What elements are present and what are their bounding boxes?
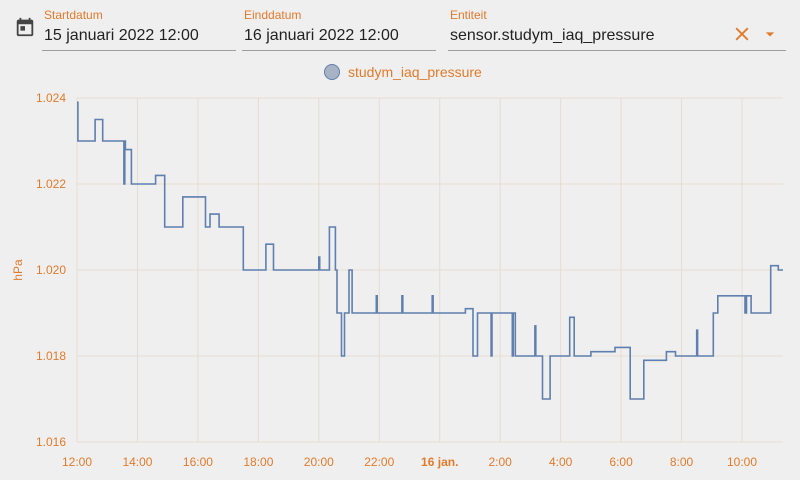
x-tick-label: 12:00 (62, 455, 92, 469)
entity-value[interactable]: sensor.studym_iaq_pressure (450, 27, 655, 44)
entity-label: Entiteit (450, 8, 487, 22)
x-tick-label: 16:00 (183, 455, 213, 469)
x-tick-label: 4:00 (549, 455, 573, 469)
end-date-label: Einddatum (244, 8, 302, 22)
start-date-value[interactable]: 15 januari 2022 12:00 (44, 27, 199, 44)
x-tick-label: 2:00 (489, 455, 513, 469)
history-filter-bar: Startdatum 15 januari 2022 12:00 Einddat… (0, 0, 800, 56)
x-tick-label: 10:00 (727, 455, 757, 469)
chart-series (77, 101, 783, 400)
x-tick-label: 16 jan. (421, 455, 458, 469)
legend-series-name: studym_iaq_pressure (348, 64, 482, 80)
end-date-value[interactable]: 16 januari 2022 12:00 (244, 27, 399, 44)
y-tick-label: 1.020 (36, 263, 66, 277)
close-icon[interactable] (732, 24, 752, 44)
x-axis-ticks: 12:00 14:00 16:00 18:00 20:00 22:00 16 jan. 2:0… (62, 455, 757, 469)
y-tick-label: 1.016 (36, 435, 66, 449)
entity-picker[interactable]: Entiteit sensor.studym_iaq_pressure (448, 6, 786, 51)
y-tick-label: 1.022 (36, 177, 66, 191)
start-date-field[interactable]: Startdatum 15 januari 2022 12:00 (42, 6, 236, 51)
y-tick-label: 1.024 (36, 91, 66, 105)
legend-swatch (324, 64, 340, 80)
end-date-field[interactable]: Einddatum 16 januari 2022 12:00 (242, 6, 436, 51)
x-tick-label: 20:00 (304, 455, 334, 469)
y-axis-label: hPa (11, 259, 25, 281)
y-tick-label: 1.018 (36, 349, 66, 363)
x-tick-label: 14:00 (122, 455, 152, 469)
calendar-icon[interactable] (14, 16, 36, 38)
y-axis-ticks: 1.016 1.018 1.020 1.022 1.024 (36, 91, 66, 449)
x-tick-label: 22:00 (364, 455, 394, 469)
legend-item-pressure[interactable]: studym_iaq_pressure (324, 64, 482, 80)
x-tick-label: 8:00 (670, 455, 694, 469)
x-tick-label: 6:00 (609, 455, 633, 469)
chart-legend: studym_iaq_pressure (0, 62, 800, 86)
start-date-label: Startdatum (44, 8, 103, 22)
x-tick-label: 18:00 (243, 455, 273, 469)
series-line-studym_iaq_pressure[interactable] (77, 101, 783, 400)
chart-grid (76, 97, 783, 443)
chevron-down-icon[interactable] (760, 24, 780, 44)
